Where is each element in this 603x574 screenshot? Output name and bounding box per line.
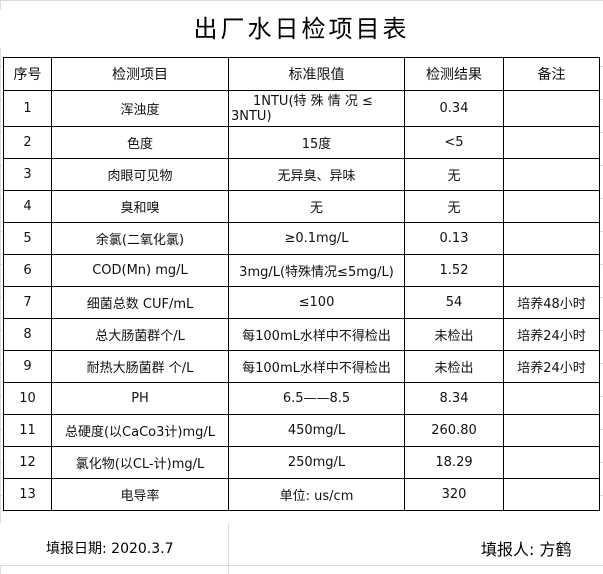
table-cell[interactable]: 电导率 xyxy=(51,478,229,511)
table-cell[interactable]: 13 xyxy=(3,478,52,511)
table-cell[interactable]: 0.13 xyxy=(404,222,504,255)
page-title: 出厂水日检项目表 xyxy=(0,10,603,48)
table-cell[interactable]: 320 xyxy=(404,478,504,511)
table-cell[interactable]: 培养24小时 xyxy=(503,350,600,383)
table-cell[interactable]: PH xyxy=(51,382,229,415)
table-cell[interactable]: 培养48小时 xyxy=(503,286,600,319)
fill-date[interactable]: 填报日期: 2020.3.7 xyxy=(46,541,174,557)
table-row: 1 浑浊度 1NTU(特 殊 情 况 ≤ 3NTU) 0.34 xyxy=(3,90,600,127)
table-row: 8 总大肠菌群个/L 每100mL水样中不得检出 未检出 培养24小时 xyxy=(3,318,600,351)
table-cell[interactable]: ≤100 xyxy=(228,286,405,319)
table-cell[interactable]: 总硬度(以CaCo3计)mg/L xyxy=(51,414,229,447)
table-cell[interactable]: 总大肠菌群个/L xyxy=(51,318,229,351)
table-cell[interactable]: 无 xyxy=(404,190,504,223)
table-cell[interactable] xyxy=(503,254,600,287)
table-cell[interactable]: 450mg/L xyxy=(228,414,405,447)
table-cell[interactable]: 260.80 xyxy=(404,414,504,447)
table-cell[interactable] xyxy=(503,382,600,415)
header-cell[interactable]: 检测项目 xyxy=(51,57,229,91)
table-cell[interactable] xyxy=(503,126,600,159)
table-cell[interactable]: 余氯(二氧化氯) xyxy=(51,222,229,255)
header-cell[interactable]: 备注 xyxy=(503,57,600,91)
grid-line xyxy=(228,523,229,574)
table-cell[interactable]: 浑浊度 xyxy=(51,90,229,127)
table-cell[interactable] xyxy=(503,222,600,255)
header-cell[interactable]: 序号 xyxy=(3,57,52,91)
table-cell[interactable]: 无异臭、异味 xyxy=(228,158,405,191)
table-cell[interactable]: <5 xyxy=(404,126,504,159)
header-cell[interactable]: 标准限值 xyxy=(228,57,405,91)
table-cell[interactable]: 肉眼可见物 xyxy=(51,158,229,191)
table-cell[interactable]: 单位: us/cm xyxy=(228,478,405,511)
table-row: 2 色度 15度 <5 xyxy=(3,126,600,159)
table-cell[interactable]: COD(Mn) mg/L xyxy=(51,254,229,287)
table-row: 9 耐热大肠菌群 个/L 每100mL水样中不得检出 未检出 培养24小时 xyxy=(3,350,600,383)
table-row: 6 COD(Mn) mg/L 3mg/L(特殊情况≤5mg/L) 1.52 xyxy=(3,254,600,287)
table-cell[interactable]: 250mg/L xyxy=(228,446,405,479)
table-cell[interactable]: 5 xyxy=(3,222,52,255)
table-cell[interactable]: 未检出 xyxy=(404,350,504,383)
table-cell[interactable]: 1.52 xyxy=(404,254,504,287)
table-cell[interactable]: 细菌总数 CUF/mL xyxy=(51,286,229,319)
table-cell[interactable]: 4 xyxy=(3,190,52,223)
table-cell[interactable]: 每100mL水样中不得检出 xyxy=(228,318,405,351)
table-cell[interactable]: 1NTU(特 殊 情 况 ≤ 3NTU) xyxy=(228,90,405,127)
table-cell[interactable]: 3mg/L(特殊情况≤5mg/L) xyxy=(228,254,405,287)
table-cell[interactable]: 未检出 xyxy=(404,318,504,351)
table-cell[interactable] xyxy=(503,158,600,191)
table-cell[interactable]: 6 xyxy=(3,254,52,287)
table-cell[interactable]: 每100mL水样中不得检出 xyxy=(228,350,405,383)
table-cell[interactable]: 1 xyxy=(3,90,52,127)
header-cell[interactable]: 检测结果 xyxy=(404,57,504,91)
table-cell[interactable]: 10 xyxy=(3,382,52,415)
table-cell[interactable]: 15度 xyxy=(228,126,405,159)
table-cell[interactable]: 色度 xyxy=(51,126,229,159)
table-cell[interactable]: 54 xyxy=(404,286,504,319)
table-cell[interactable]: 0.34 xyxy=(404,90,504,127)
footer: 填报日期: 2020.3.7 填报人: 方鹤 xyxy=(0,523,603,565)
table-cell[interactable]: ≥0.1mg/L xyxy=(228,222,405,255)
inspection-table: 序号 检测项目 标准限值 检测结果 备注 1 浑浊度 1NTU(特 殊 情 况 ≤ … xyxy=(3,57,600,511)
table-row: 7 细菌总数 CUF/mL ≤100 54 培养48小时 xyxy=(3,286,600,319)
table-cell[interactable]: 无 xyxy=(228,190,405,223)
header-row: 序号 检测项目 标准限值 检测结果 备注 xyxy=(3,57,600,91)
table-row: 12 氯化物(以CL-计)mg/L 250mg/L 18.29 xyxy=(3,446,600,479)
table-row: 5 余氯(二氧化氯) ≥0.1mg/L 0.13 xyxy=(3,222,600,255)
table-cell[interactable] xyxy=(503,414,600,447)
table-cell[interactable]: 6.5——8.5 xyxy=(228,382,405,415)
table-cell[interactable]: 8.34 xyxy=(404,382,504,415)
table-cell[interactable]: 18.29 xyxy=(404,446,504,479)
table-row: 11 总硬度(以CaCo3计)mg/L 450mg/L 260.80 xyxy=(3,414,600,447)
table-row: 13 电导率 单位: us/cm 320 xyxy=(3,478,600,511)
table-row: 3 肉眼可见物 无异臭、异味无 xyxy=(3,158,600,191)
table-cell[interactable]: 2 xyxy=(3,126,52,159)
table-cell[interactable] xyxy=(503,478,600,511)
table-cell[interactable]: 9 xyxy=(3,350,52,383)
table-row: 4 臭和嗅无无 xyxy=(3,190,600,223)
filler-name[interactable]: 填报人: 方鹤 xyxy=(481,540,572,559)
table-cell[interactable] xyxy=(503,446,600,479)
table-cell[interactable]: 12 xyxy=(3,446,52,479)
grid-line xyxy=(0,565,603,566)
table-cell[interactable]: 11 xyxy=(3,414,52,447)
table-cell[interactable]: 氯化物(以CL-计)mg/L xyxy=(51,446,229,479)
table-cell[interactable]: 无 xyxy=(404,158,504,191)
table-cell[interactable]: 8 xyxy=(3,318,52,351)
table-cell[interactable]: 耐热大肠菌群 个/L xyxy=(51,350,229,383)
table-cell[interactable]: 臭和嗅 xyxy=(51,190,229,223)
table-row: 10 PH 6.5——8.5 8.34 xyxy=(3,382,600,415)
table-cell[interactable] xyxy=(503,190,600,223)
table-cell[interactable]: 培养24小时 xyxy=(503,318,600,351)
table-cell[interactable]: 3 xyxy=(3,158,52,191)
table-cell[interactable]: 7 xyxy=(3,286,52,319)
table-cell[interactable] xyxy=(503,90,600,127)
